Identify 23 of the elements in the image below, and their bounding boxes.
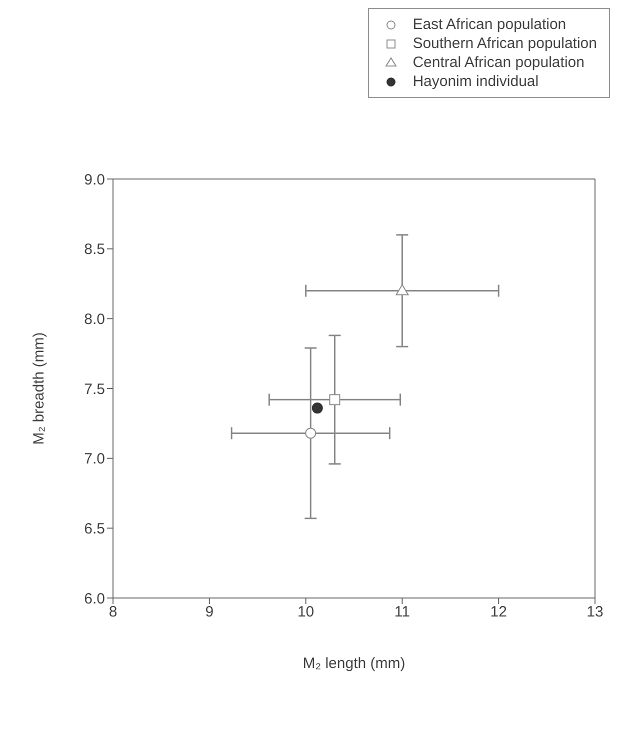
point	[312, 402, 323, 414]
x-tick-label: 9	[205, 604, 214, 621]
point	[329, 394, 340, 406]
legend-label: Central African population	[412, 54, 584, 71]
point	[305, 428, 316, 439]
x-tick-label: 12	[490, 604, 507, 621]
legend-label: Southern African population	[412, 35, 597, 52]
x-axis-title: M₂ length (mm)	[302, 655, 406, 672]
x-tick-label: 10	[297, 604, 314, 621]
legend-label: Hayonim individual	[412, 73, 539, 90]
y-tick-label: 6.5	[84, 520, 105, 538]
legend-label: East African population	[412, 16, 566, 33]
y-tick-label: 8.0	[84, 310, 105, 328]
point	[396, 284, 409, 296]
x-tick-label: 11	[394, 604, 410, 621]
y-axis-title: M₂ breadth (mm)	[30, 332, 48, 445]
y-tick-label: 6.0	[84, 590, 105, 608]
x-tick-label: 8	[108, 604, 118, 621]
y-tick-label: 9.0	[84, 171, 105, 188]
y-tick-label: 8.5	[84, 241, 105, 258]
y-tick-label: 7.0	[84, 450, 105, 468]
x-tick-label: 13	[586, 604, 604, 621]
y-tick-label: 7.5	[84, 380, 105, 398]
